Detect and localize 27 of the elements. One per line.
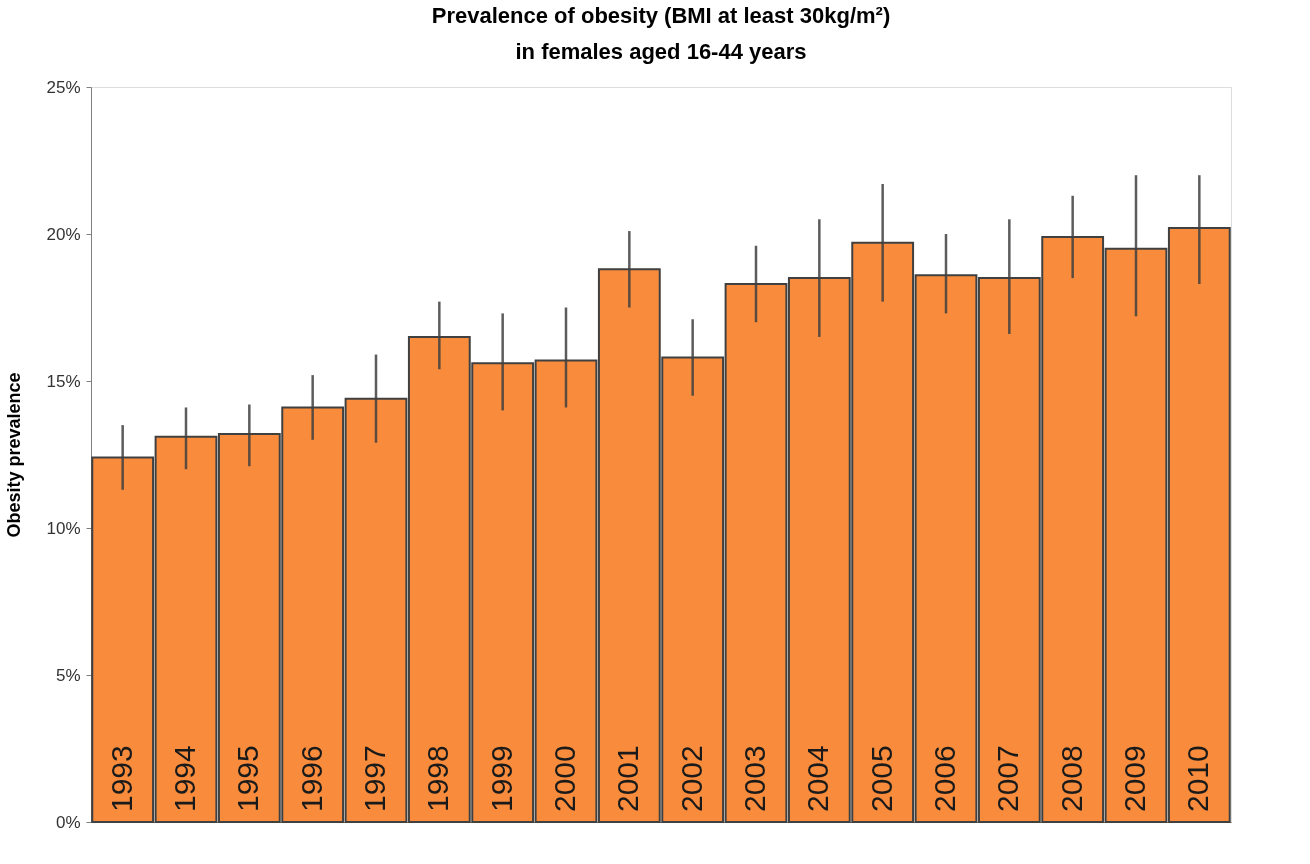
x-tick-label: 2002 [674,745,708,812]
x-tick-label: 2004 [801,745,835,812]
x-tick-label: 1997 [358,745,391,812]
x-tick-label: 1999 [484,745,518,812]
x-tick-label: 2008 [1054,745,1088,812]
x-tick-label: 2010 [1181,745,1215,812]
y-tick-label: 0% [55,812,81,832]
x-tick-label: 2009 [1118,745,1151,812]
x-tick-label: 2007 [991,745,1025,812]
chart-title: Prevalence of obesity (BMI at least 30kg/m²) [431,3,891,28]
y-axis-title: Obesity prevalence [4,372,25,538]
x-tick-label: 1995 [231,745,265,812]
y-tick-label: 10% [46,518,81,538]
x-tick-label: 2005 [864,745,898,812]
y-tick-label: 5% [55,665,81,685]
chart-subtitle: in females aged 16-44 years [515,39,807,64]
x-tick-label: 1993 [104,745,138,812]
x-tick-label: 1994 [168,745,201,812]
x-tick-label: 1996 [294,745,328,812]
x-tick-label: 2000 [548,745,581,812]
y-tick-label: 15% [46,371,81,391]
x-tick-label: 1998 [421,745,455,812]
x-tick-label: 2001 [611,745,645,812]
y-tick-label: 25% [46,77,81,97]
x-tick-label: 2006 [928,745,961,812]
x-tick-label: 2003 [738,745,771,812]
y-tick-label: 20% [46,224,81,244]
